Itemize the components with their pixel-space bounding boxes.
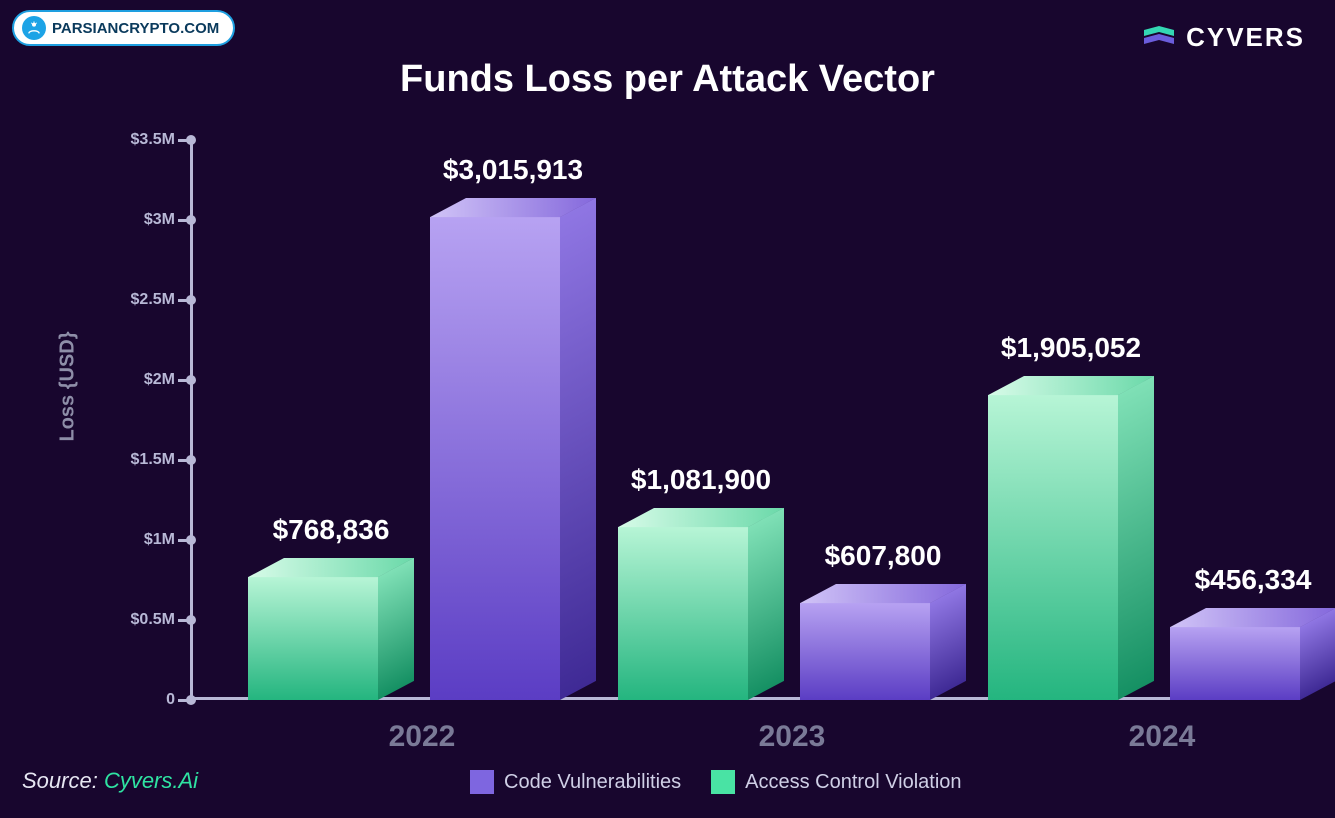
legend: Code Vulnerabilities Access Control Viol… xyxy=(440,770,962,794)
source-line: Source: Cyvers.Ai xyxy=(22,768,198,794)
bar-value-label: $456,334 xyxy=(1195,564,1312,596)
bar-value-label: $607,800 xyxy=(825,540,942,572)
bar-value-label: $1,905,052 xyxy=(1001,332,1141,364)
category-label: 2022 xyxy=(240,720,604,754)
bar: $768,836 xyxy=(248,577,414,700)
y-tick-dot xyxy=(186,535,196,545)
bar: $607,800 xyxy=(800,603,966,700)
y-tick-dot xyxy=(186,695,196,705)
bar-value-label: $3,015,913 xyxy=(443,154,583,186)
source-name: Cyvers.Ai xyxy=(104,768,198,793)
plot-area: 0$0.5M$1M$1.5M$2M$2.5M$3M$3.5M $768,836$… xyxy=(190,140,1280,700)
y-tick-label: 0 xyxy=(115,691,175,709)
y-axis-label: Loss {USD} xyxy=(57,331,80,441)
y-tick-label: $2.5M xyxy=(115,291,175,309)
y-tick-dot xyxy=(186,375,196,385)
legend-label-code: Code Vulnerabilities xyxy=(504,771,681,794)
legend-swatch-access xyxy=(711,770,735,794)
y-tick-dot xyxy=(186,135,196,145)
bar-value-label: $1,081,900 xyxy=(631,464,771,496)
y-tick-label: $1M xyxy=(115,531,175,549)
legend-label-access: Access Control Violation xyxy=(745,771,961,794)
watermark-text: PARSIANCRYPTO.COM xyxy=(52,20,219,37)
y-tick-label: $0.5M xyxy=(115,611,175,629)
source-prefix: Source: xyxy=(22,768,104,793)
y-tick-label: $2M xyxy=(115,371,175,389)
bar-value-label: $768,836 xyxy=(273,514,390,546)
y-tick-dot xyxy=(186,295,196,305)
y-tick-dot xyxy=(186,455,196,465)
bar: $456,334 xyxy=(1170,627,1335,700)
category-label: 2024 xyxy=(980,720,1335,754)
y-tick-label: $3M xyxy=(115,211,175,229)
brand-text: CYVERS xyxy=(1186,22,1305,53)
bar-group: $1,905,052$456,3342024 xyxy=(980,395,1335,700)
y-tick-dot xyxy=(186,615,196,625)
bar-group: $768,836$3,015,9132022 xyxy=(240,217,604,700)
bar: $1,081,900 xyxy=(618,527,784,700)
y-tick-label: $1.5M xyxy=(115,451,175,469)
watermark-badge: PARSIANCRYPTO.COM xyxy=(12,10,235,46)
watermark-icon xyxy=(22,16,46,40)
chart-title: Funds Loss per Attack Vector xyxy=(0,58,1335,101)
y-tick-dot xyxy=(186,215,196,225)
bar: $1,905,052 xyxy=(988,395,1154,700)
bar: $3,015,913 xyxy=(430,217,596,700)
cyvers-icon xyxy=(1142,24,1176,52)
globe-person-icon xyxy=(26,20,42,36)
legend-swatch-code xyxy=(470,770,494,794)
category-label: 2023 xyxy=(610,720,974,754)
y-tick-label: $3.5M xyxy=(115,131,175,149)
bar-group: $1,081,900$607,8002023 xyxy=(610,527,974,700)
brand-logo: CYVERS xyxy=(1142,22,1305,53)
